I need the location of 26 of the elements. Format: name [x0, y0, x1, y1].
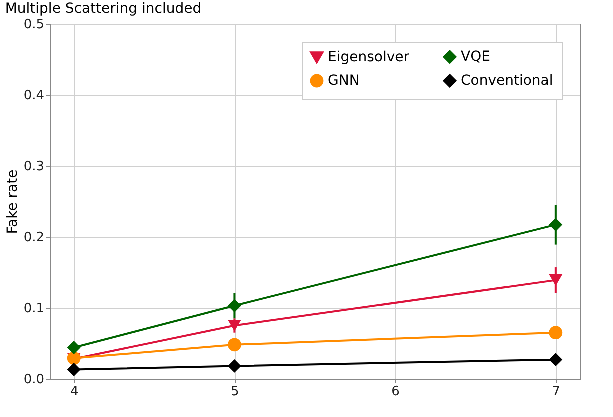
point	[549, 218, 563, 232]
point	[67, 341, 81, 354]
y-tick-label: 0.1	[24, 302, 44, 316]
chart-title: Multiple Scattering included	[5, 1, 202, 17]
point	[228, 320, 242, 332]
legend-label: VQE	[461, 49, 490, 66]
x-tick-label: 7	[552, 384, 561, 400]
legend-label: Conventional	[461, 73, 554, 89]
point	[67, 363, 81, 376]
point	[549, 353, 563, 367]
y-tick-label: 0.0	[24, 372, 44, 388]
y-tick-label: 0.2	[24, 230, 44, 246]
point	[228, 299, 242, 313]
point	[228, 338, 242, 352]
x-tick-label: 6	[392, 384, 400, 400]
point	[228, 360, 242, 373]
x-tick-label: 5	[231, 384, 240, 400]
y-tick-label: 0.4	[24, 88, 44, 104]
y-axis-title: Fake rate	[4, 170, 21, 234]
legend-label: GNN	[328, 73, 360, 89]
y-tick-label: 0.3	[24, 160, 44, 174]
point	[549, 326, 563, 340]
y-tick-label: 0.5	[24, 18, 44, 32]
point	[549, 274, 563, 286]
legend-label: Eigensolver	[328, 50, 410, 66]
x-tick-label: 4	[70, 384, 79, 400]
